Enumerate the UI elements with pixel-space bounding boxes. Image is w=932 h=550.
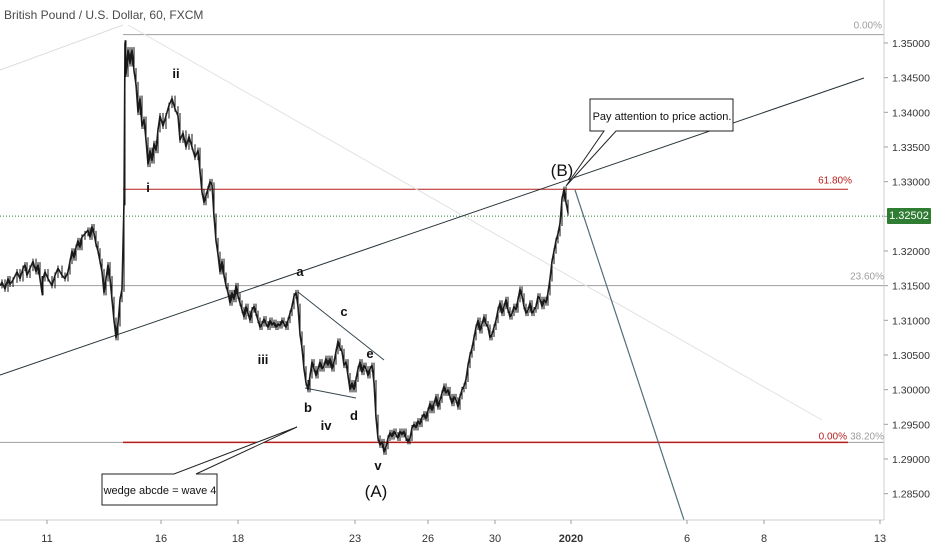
projection-line bbox=[574, 189, 685, 521]
callout-box bbox=[565, 98, 734, 187]
y-tick-label: 1.34000 bbox=[892, 107, 930, 119]
y-tick-label: 1.29500 bbox=[892, 419, 930, 431]
callout-wedge: wedge abcde = wave 4 bbox=[101, 426, 298, 506]
y-tick-label: 1.33500 bbox=[892, 142, 930, 154]
wedge-label-c: c bbox=[340, 304, 347, 319]
y-tick-label: 1.31000 bbox=[892, 315, 930, 327]
y-tick-label: 1.35000 bbox=[892, 38, 930, 50]
wedge-label-e: e bbox=[366, 346, 373, 361]
wedge-label-d: d bbox=[350, 408, 358, 423]
x-tick-label: 16 bbox=[155, 533, 167, 545]
x-tick-label: 26 bbox=[422, 533, 434, 545]
faint-trendline bbox=[0, 24, 124, 71]
wave-label-i: i bbox=[146, 180, 150, 195]
callout-box bbox=[101, 426, 298, 506]
fib-levels: 0.00%61.80%23.60%0.00% 38.20% bbox=[0, 21, 884, 444]
level-label: 61.80% bbox=[818, 175, 852, 186]
y-tick-label: 1.30000 bbox=[892, 385, 930, 397]
current-price-tag: 1.32502 bbox=[887, 208, 931, 225]
price-line bbox=[0, 42, 569, 453]
wedge-upper-line bbox=[297, 291, 385, 361]
x-tick-label: 2020 bbox=[559, 533, 583, 545]
rising-trendline bbox=[0, 77, 865, 376]
y-axis: 1.35000 1.34500 1.34000 1.33500 1.33000 1.325… bbox=[883, 0, 930, 520]
wedge-label-a: a bbox=[296, 264, 304, 279]
level-label: 38.20% bbox=[850, 431, 884, 442]
x-tick-label: 8 bbox=[761, 533, 767, 545]
wave-label-v: v bbox=[374, 458, 382, 473]
wave-label-iv: iv bbox=[321, 418, 333, 433]
y-tick-label: 1.30500 bbox=[892, 350, 930, 362]
y-tick-label: 1.31500 bbox=[892, 281, 930, 293]
y-tick-label: 1.33000 bbox=[892, 177, 930, 189]
chart-title: British Pound / U.S. Dollar, 60, FXCM bbox=[4, 8, 204, 22]
level-label: 23.60% bbox=[850, 272, 884, 283]
x-tick-label: 11 bbox=[41, 533, 52, 545]
x-tick-label: 18 bbox=[232, 533, 244, 545]
x-axis: 11 16 18 23 26 30 2020 6 8 13 bbox=[0, 519, 886, 545]
callout-text: Pay attention to price action. bbox=[593, 111, 732, 123]
wave-label-iii: iii bbox=[258, 352, 269, 367]
x-tick-label: 30 bbox=[489, 533, 501, 545]
callout-price-action: Pay attention to price action. bbox=[565, 98, 734, 187]
y-tick-label: 1.32000 bbox=[892, 246, 930, 258]
wedge-label-b: b bbox=[304, 400, 312, 415]
wave-label-A: (A) bbox=[365, 482, 388, 501]
faint-trendline bbox=[127, 24, 823, 421]
trendlines bbox=[0, 24, 865, 521]
y-tick-label: 1.28500 bbox=[892, 489, 930, 501]
wave-label-B: (B) bbox=[551, 161, 574, 180]
y-tick-label: 1.34500 bbox=[892, 73, 930, 85]
wedge-lower-line bbox=[304, 387, 357, 399]
price-series bbox=[0, 40, 569, 455]
level-label: 0.00% bbox=[819, 431, 847, 442]
level-label: 0.00% bbox=[854, 21, 882, 32]
x-tick-label: 13 bbox=[874, 533, 886, 545]
callout-text: wedge abcde = wave 4 bbox=[103, 485, 217, 497]
x-tick-label: 23 bbox=[349, 533, 361, 545]
wave-label-ii: ii bbox=[172, 66, 179, 81]
y-tick-label: 1.29000 bbox=[892, 454, 930, 466]
x-tick-label: 6 bbox=[684, 533, 690, 545]
